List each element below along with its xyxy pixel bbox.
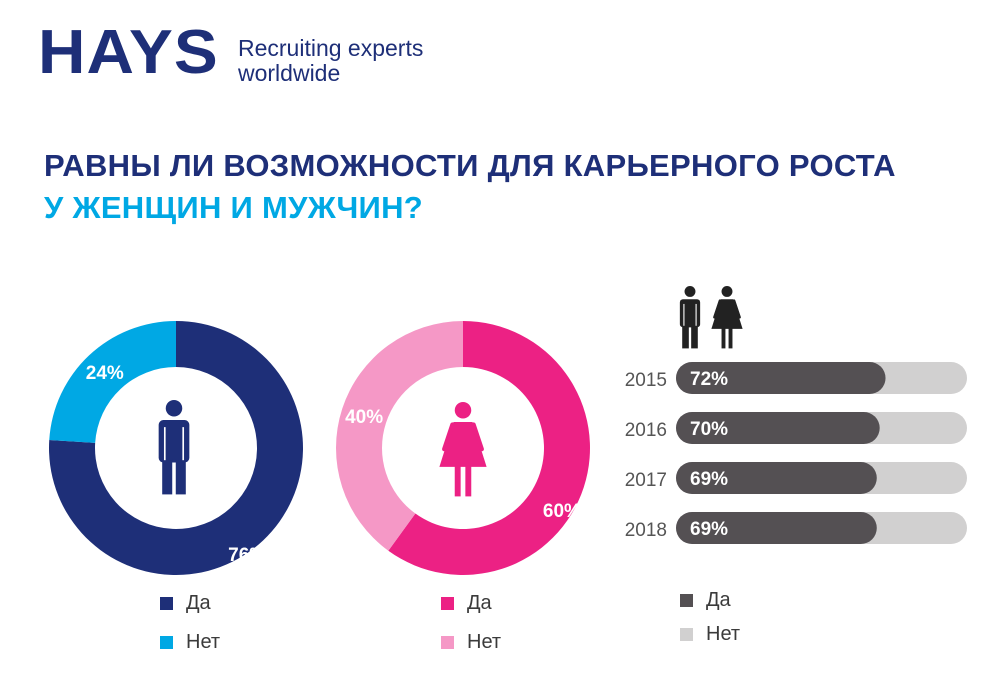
year-label: 2015 bbox=[625, 370, 667, 391]
year-label: 2018 bbox=[625, 520, 667, 541]
donut-slice-yes bbox=[48, 321, 303, 575]
male-icon bbox=[679, 286, 701, 349]
donut-slice-yes bbox=[388, 321, 590, 575]
slice-label: 60% bbox=[543, 501, 581, 522]
legend-label: Нет bbox=[467, 631, 502, 653]
donut-slice-no bbox=[336, 321, 463, 551]
bar-fill bbox=[676, 462, 877, 494]
bar-fill bbox=[676, 412, 880, 444]
legend-swatch bbox=[680, 628, 693, 641]
donut-slice-no bbox=[49, 321, 176, 443]
legend-women-yes: Да bbox=[441, 592, 492, 615]
legend-swatch bbox=[680, 594, 693, 607]
bar-value-label: 69% bbox=[690, 469, 728, 490]
legend-label: Да bbox=[186, 592, 211, 614]
year-label: 2017 bbox=[625, 470, 667, 491]
legend-men-yes: Да bbox=[160, 592, 211, 615]
legend-label: Нет bbox=[186, 631, 221, 653]
logo-tagline: Recruiting experts worldwide bbox=[238, 36, 423, 86]
title-line-1: РАВНЫ ЛИ ВОЗМОЖНОСТИ ДЛЯ КАРЬЕРНОГО РОСТ… bbox=[44, 148, 896, 183]
tagline-line-2: worldwide bbox=[238, 60, 341, 86]
women-donut-chart: 60% 40% bbox=[336, 321, 590, 575]
title-line-2: У ЖЕНЩИН И МУЖЧИН? bbox=[44, 190, 424, 225]
legend-label: Нет bbox=[706, 623, 741, 645]
bar-value-label: 69% bbox=[690, 519, 728, 540]
bar-fill bbox=[676, 512, 877, 544]
female-icon bbox=[711, 286, 743, 349]
legend-swatch bbox=[160, 636, 173, 649]
legend-bars-yes: Да bbox=[680, 589, 731, 612]
slice-label: 40% bbox=[345, 407, 383, 428]
hays-logo: HAYS bbox=[38, 18, 219, 87]
bar-fill bbox=[676, 362, 886, 394]
bar-value-label: 70% bbox=[690, 419, 728, 440]
slice-label: 76% bbox=[228, 545, 266, 566]
female-icon bbox=[439, 402, 487, 497]
yearly-bar-chart: 2015 72% 2016 70% 2017 69% 2018 69% bbox=[625, 362, 967, 544]
legend-women-no: Нет bbox=[441, 631, 501, 654]
legend-label: Да bbox=[467, 592, 492, 614]
legend-men-no: Нет bbox=[160, 631, 220, 654]
legend-bars-no: Нет bbox=[680, 623, 740, 646]
legend-swatch bbox=[160, 597, 173, 610]
year-label: 2016 bbox=[625, 420, 667, 441]
male-icon bbox=[158, 400, 190, 495]
legend-label: Да bbox=[706, 589, 731, 611]
legend-swatch bbox=[441, 636, 454, 649]
bar-value-label: 72% bbox=[690, 369, 728, 390]
men-donut-chart: 76% 24% bbox=[48, 321, 303, 575]
tagline-line-1: Recruiting experts bbox=[238, 35, 424, 61]
slice-label: 24% bbox=[86, 363, 124, 384]
legend-swatch bbox=[441, 597, 454, 610]
